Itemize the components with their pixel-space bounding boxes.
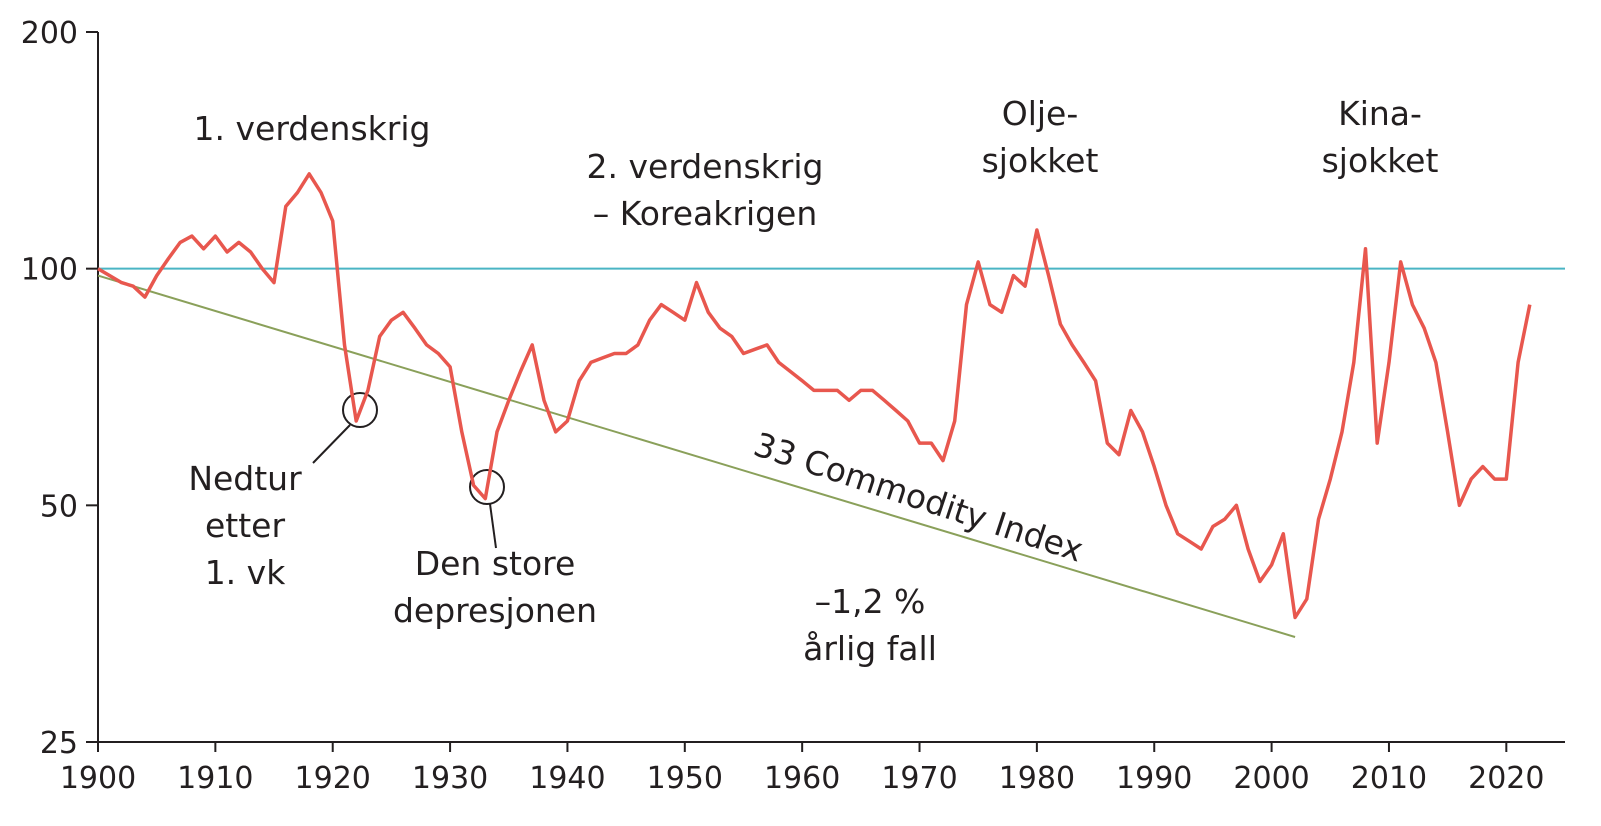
annotation: 2. verdenskrig [587,147,824,186]
x-tick-label: 1920 [295,761,371,796]
annotation: –1,2 % [815,582,926,621]
data-line [97,172,1532,620]
x-tick-label: 1940 [529,761,605,796]
x-tick-label: 1900 [60,761,136,796]
x-tick-label: 1980 [999,761,1075,796]
x-tick-label: 2010 [1351,761,1427,796]
annotation: etter [205,506,285,545]
x-tick-label: 1910 [177,761,253,796]
annotation: årlig fall [803,629,937,668]
annotation: 1. vk [205,553,287,592]
y-tick-label: 200 [21,16,78,51]
annotation: Kina- [1338,94,1422,133]
leader-line [489,503,497,549]
trend-label: 33 Commodity Index [749,425,1088,570]
x-tick-label: 1930 [412,761,488,796]
annotation: Den store [415,544,576,583]
highlight-circle [342,392,378,428]
annotation: 1. verdenskrig [194,109,431,148]
x-tick-label: 1960 [764,761,840,796]
x-tick-label: 1950 [647,761,723,796]
annotation: depresjonen [393,591,597,630]
y-tick-label: 100 [21,253,78,288]
x-tick-label: 2000 [1233,761,1309,796]
annotation: sjokket [982,141,1099,180]
annotation: Nedtur [188,459,302,498]
trend-line [97,274,1296,638]
leader-line [312,424,351,464]
annotation: Olje- [1002,94,1079,133]
y-tick-label: 25 [40,726,78,761]
x-tick-label: 1990 [1116,761,1192,796]
y-tick-label: 50 [40,489,78,524]
x-tick-label: 1970 [881,761,957,796]
highlight-circle [469,469,505,505]
x-tick-label: 2020 [1468,761,1544,796]
annotation: sjokket [1322,141,1439,180]
annotation: – Koreakrigen [593,194,818,233]
